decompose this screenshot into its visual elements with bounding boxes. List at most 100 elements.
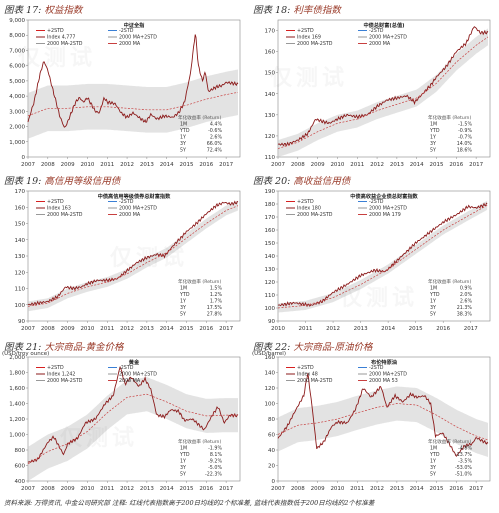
y-tick-label: 120 — [265, 280, 276, 286]
legend-label: Index 180 — [297, 206, 321, 212]
legend-label: -2STD — [369, 199, 384, 205]
x-tick-label: 2010 — [80, 326, 94, 332]
x-tick-label: 2013 — [140, 162, 154, 168]
x-tick-label: 2013 — [390, 162, 404, 168]
stat-value: -9.2% — [208, 459, 222, 465]
y-tick-label: 150 — [265, 241, 276, 247]
panel-name: 高收益信用债 — [293, 176, 351, 187]
x-tick-label: 2012 — [370, 162, 384, 168]
stat-period: 5Y — [430, 472, 436, 478]
x-tick-label: 2007 — [21, 486, 35, 492]
panel-title-17: 图表 17: 权益指数 — [4, 2, 82, 16]
stat-period: 1Y — [180, 459, 186, 465]
x-tick-label: 2011 — [100, 486, 114, 492]
y-tick-label: 400 — [15, 479, 26, 485]
return-header: 年化收益率 (Return) — [428, 438, 471, 445]
y-tick-label: 100 — [15, 303, 26, 309]
legend-label: 2000 MA+2STD — [119, 35, 157, 41]
ma-line — [27, 393, 238, 465]
ma-line — [277, 403, 489, 441]
x-tick-label: 2008 — [291, 486, 305, 492]
legend-label: +2STD — [297, 199, 314, 205]
std-band-area — [278, 28, 488, 158]
y-tick-label: 140 — [15, 238, 26, 244]
y-tick-label: 7,000 — [9, 48, 25, 54]
x-tick-label: 2017 — [219, 162, 233, 168]
y-tick-label: 1,800 — [9, 371, 25, 377]
stat-period: 1M — [180, 122, 187, 128]
y-tick-label: 100 — [265, 402, 276, 408]
index-line — [277, 202, 488, 308]
stat-value: -22.3% — [205, 472, 222, 478]
x-tick-label: 2017 — [469, 486, 483, 492]
y-tick-label: 1,200 — [9, 417, 25, 423]
x-tick-label: 2009 — [311, 486, 325, 492]
x-tick-label: 2014 — [160, 486, 174, 492]
legend-label: 2000 MA+2STD — [369, 206, 407, 212]
stat-value: 1.2% — [210, 292, 223, 298]
legend-label: Index 1,242 — [47, 372, 75, 378]
stat-period: 5Y — [430, 148, 436, 154]
stat-value: -53.0% — [455, 465, 472, 471]
y-tick-label: 1,400 — [9, 402, 25, 408]
panel-number: 图表 20: — [253, 176, 291, 187]
panel-title-20: 图表 20: 高收益信用债 — [253, 173, 350, 187]
y-tick-label: 130 — [265, 267, 276, 273]
x-tick-label: 2014 — [410, 162, 424, 168]
index-line — [27, 200, 239, 306]
x-tick-label: 2015 — [180, 162, 194, 168]
x-tick-label: 2014 — [410, 486, 424, 492]
y-tick-label: 140 — [265, 92, 276, 98]
stat-period: 1M — [430, 286, 437, 292]
panel-name: 大宗商品-黄金价格 — [44, 342, 124, 353]
y-tick-label: 120 — [265, 134, 276, 140]
stat-value: -13.7% — [455, 452, 472, 458]
chart-oil-price: (USD/barrel) 0 20 40 60 80 100 120 140 160 2007 200… — [252, 351, 491, 492]
chart-equity-index: 0 1,000 2,000 3,000 4,000 5,000 6,000 7,000 8,00… — [9, 18, 241, 168]
stat-period: YTD — [429, 128, 440, 134]
y-tick-label: 5,000 — [9, 79, 25, 85]
stat-value: 1.5% — [210, 286, 223, 292]
y-tick-label: 20 — [268, 464, 275, 470]
x-tick-label: 2008 — [291, 162, 305, 168]
stat-period: 5Y — [180, 472, 186, 478]
panel-number: 图表 17: — [4, 5, 42, 16]
panel-number: 图表 19: — [4, 176, 42, 187]
legend-label: 2000 MA-2STD — [297, 41, 333, 47]
y-tick-label: 2,000 — [9, 125, 25, 131]
legend-label: 2000 MA-2STD — [297, 212, 333, 218]
x-tick-label: 2010 — [271, 326, 285, 332]
x-tick-label: 2011 — [299, 326, 313, 332]
y-tick-label: 180 — [265, 202, 276, 208]
stat-period: YTD — [179, 128, 190, 134]
x-tick-label: 2010 — [80, 162, 94, 168]
x-tick-label: 2014 — [160, 162, 174, 168]
stat-value: -4.8% — [458, 446, 472, 452]
stat-period: 1M — [180, 286, 187, 292]
panel-number: 图表 21: — [4, 342, 42, 353]
stat-period: 3Y — [430, 141, 436, 147]
legend-label: Index 4,777 — [47, 35, 75, 41]
y-tick-label: 4,000 — [9, 94, 25, 100]
x-tick-label: 2009 — [61, 486, 75, 492]
legend-label: 2000 MA — [119, 41, 141, 47]
ma-line — [27, 205, 239, 307]
panel-title-22: 图表 22: 大宗商品-原油价格 — [253, 339, 373, 353]
legend-label: +2STD — [297, 28, 314, 34]
y-tick-label: 40 — [268, 448, 275, 454]
legend-label: 2000 MA 53 — [369, 378, 398, 384]
y-tick-label: 170 — [15, 189, 26, 195]
footer-source-note: 资料来源: 万得资讯, 中金公司研究部 注释: 红线代表指数高于200日均线的2… — [4, 499, 375, 507]
inner-chart-title: 中债高收益企业债总财富指数 — [350, 192, 418, 200]
y-tick-label: 2,000 — [9, 355, 25, 361]
x-tick-label: 2009 — [61, 162, 75, 168]
x-tick-label: 2010 — [330, 486, 344, 492]
y-tick-label: 160 — [265, 50, 276, 56]
stat-period: 1Y — [180, 135, 186, 141]
panel-number: 图表 18: — [253, 5, 291, 16]
x-tick-label: 2017 — [219, 486, 233, 492]
x-tick-label: 2013 — [390, 486, 404, 492]
legend-label: 2000 MA-2STD — [47, 41, 83, 47]
legend-label: 2000 MA-2STD — [297, 378, 333, 384]
x-tick-label: 2012 — [120, 162, 134, 168]
